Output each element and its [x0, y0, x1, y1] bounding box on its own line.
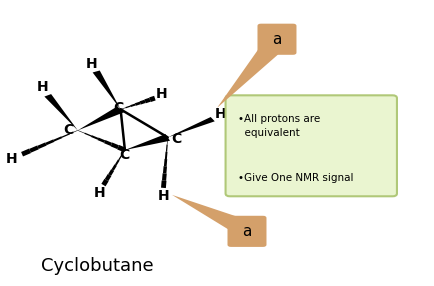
Text: a: a	[242, 224, 252, 239]
Polygon shape	[172, 195, 240, 229]
Text: H: H	[6, 152, 17, 166]
Polygon shape	[217, 47, 278, 108]
Text: a: a	[272, 32, 282, 47]
Polygon shape	[125, 134, 170, 150]
Text: H: H	[158, 189, 169, 203]
Text: H: H	[86, 57, 98, 71]
Text: C: C	[113, 101, 124, 115]
Text: •All protons are
  equivalent: •All protons are equivalent	[237, 114, 320, 138]
Text: H: H	[37, 80, 49, 94]
Text: H: H	[94, 186, 106, 200]
Text: C: C	[171, 132, 181, 146]
FancyBboxPatch shape	[226, 95, 397, 196]
Text: •Give One NMR signal: •Give One NMR signal	[237, 173, 353, 183]
Text: C: C	[63, 123, 73, 137]
Text: H: H	[155, 87, 167, 101]
Text: Cyclobutane: Cyclobutane	[41, 257, 153, 275]
Polygon shape	[168, 117, 215, 137]
Polygon shape	[92, 71, 121, 109]
Polygon shape	[44, 94, 78, 130]
Polygon shape	[78, 106, 124, 130]
FancyBboxPatch shape	[257, 24, 296, 55]
Text: C: C	[119, 148, 129, 162]
FancyBboxPatch shape	[227, 216, 266, 247]
Text: H: H	[215, 107, 226, 121]
